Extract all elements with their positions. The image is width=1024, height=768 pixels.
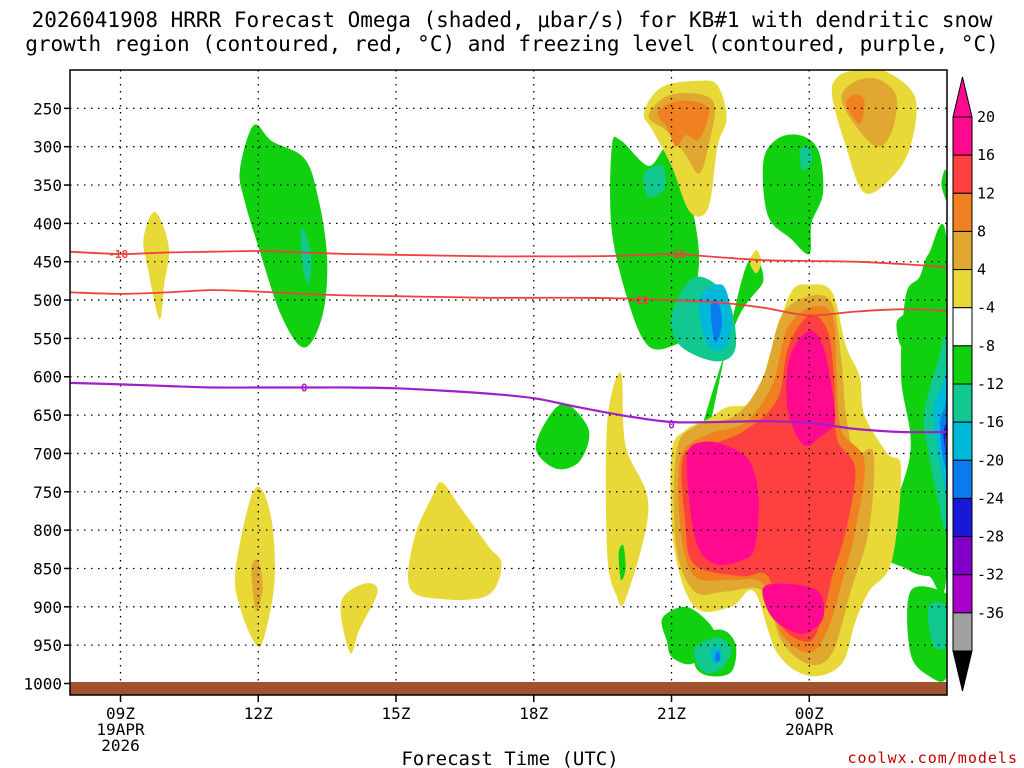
x-tick-label-9-1: 19APR: [96, 720, 145, 739]
omega-region-orange-5: [251, 559, 263, 611]
y-tick-label-900: 900: [33, 598, 62, 617]
colorbar-label-3: 8: [977, 222, 986, 240]
y-tick-label-500: 500: [33, 291, 62, 310]
contour-label2-freezing-level: 0: [668, 418, 675, 431]
colorbar-label-13: -36: [977, 604, 1004, 622]
y-axis: 250 300 350 400 450 500 550 600 650 700 750 800 850 9…: [23, 99, 70, 693]
omega-region-magenta-41: [786, 330, 836, 447]
omega-region-teal-12: [643, 165, 666, 198]
x-tick-label-9-0: 09Z: [106, 704, 135, 723]
credit-url[interactable]: coolwx.com/models: [847, 749, 1018, 767]
omega-region-teal-2: [300, 227, 312, 285]
colorbar-label-7: -12: [977, 375, 1004, 393]
plot-area: -18 -15 -12 0 0: [69, 69, 948, 696]
y-tick-label-750: 750: [33, 483, 62, 502]
y-tick-label-650: 650: [33, 406, 62, 425]
y-tick-label-600: 600: [33, 368, 62, 387]
y-tick-label-300: 300: [33, 138, 62, 157]
colorbar-label-9: -20: [977, 451, 1004, 469]
x-tick-label-18-0: 18Z: [519, 704, 548, 723]
omega-region-yellow-9: [605, 372, 649, 607]
omega-region-green-1: [239, 124, 328, 348]
colorbar-bin-5: [952, 307, 973, 347]
y-tick-label-800: 800: [33, 521, 62, 540]
colorbar-bin-2: [952, 192, 973, 232]
colorbar-label-4: 4: [977, 261, 986, 279]
omega-region-orange-24: [845, 94, 865, 124]
omega-region-green-11: [610, 136, 700, 350]
colorbar-bin-10: [952, 497, 973, 538]
colorbar-bin-13: [952, 612, 973, 652]
y-tick-label-250: 250: [33, 99, 62, 118]
contour-dendritic-lower: [70, 289, 947, 317]
y-tick-label-550: 550: [33, 329, 62, 348]
x-tick-label-21-0: 21Z: [657, 704, 686, 723]
temperature-contours: -18 -15 -12 0 0: [70, 248, 947, 434]
colorbar-bin-9: [952, 459, 973, 499]
omega-region-yellow-25: [749, 250, 761, 274]
ground-strip: [70, 682, 947, 695]
contour-label-dendritic-lower: -12: [629, 294, 649, 307]
colorbar-bin-6: [952, 345, 973, 385]
colorbar-label-0: 20: [977, 108, 995, 126]
colorbar: 20 16 12 8 4 -4 -8 -12 -16 -20 -24 -28 -32 -36: [952, 76, 1004, 692]
y-tick-label-950: 950: [33, 636, 62, 655]
plot-frame: [69, 69, 948, 696]
x-tick-label-15-0: 15Z: [382, 704, 411, 723]
omega-region-orange-19: [657, 100, 709, 147]
omega-region-green-34: [896, 315, 911, 347]
contour-label2-dendritic-upper: -15: [666, 248, 686, 261]
colorbar-bin-12: [952, 574, 973, 614]
y-tick-label-450: 450: [33, 253, 62, 272]
colorbar-label-8: -16: [977, 413, 1004, 431]
colorbar-bin-0: [952, 116, 973, 156]
colorbar-bin-11: [952, 536, 973, 576]
omega-region-yellow-7: [408, 482, 502, 600]
colorbar-label-1: 16: [977, 146, 995, 164]
y-tick-label-700: 700: [33, 444, 62, 463]
omega-region-green-35: [941, 169, 947, 201]
title-line-1: 2026041908 HRRR Forecast Omega (shaded, …: [32, 8, 993, 32]
omega-region-magenta-40: [686, 441, 759, 566]
x-tick-label-12-0: 12Z: [244, 704, 273, 723]
x-tick-label-24-1: 20APR: [785, 720, 834, 739]
colorbar-label-10: -24: [977, 489, 1004, 507]
colorbar-top-arrow: [952, 76, 973, 118]
colorbar-bin-7: [952, 383, 973, 423]
colorbar-bin-3: [952, 230, 973, 271]
colorbar-label-2: 12: [977, 184, 995, 202]
y-tick-label-850: 850: [33, 559, 62, 578]
y-tick-label-400: 400: [33, 214, 62, 233]
colorbar-bin-4: [952, 269, 973, 309]
colorbar-bin-1: [952, 154, 973, 194]
title-line-2: growth region (contoured, red, °C) and f…: [25, 32, 999, 56]
x-axis-label: Forecast Time (UTC): [401, 748, 618, 768]
omega-region-green-8: [535, 403, 590, 470]
omega-region-blue2-16: [710, 299, 723, 343]
omega-region-teal-33: [927, 602, 947, 650]
contour-label-dendritic-upper: -18: [108, 248, 128, 261]
colorbar-bin-8: [952, 421, 973, 461]
colorbar-label-5: -4: [977, 299, 995, 317]
y-tick-label-350: 350: [33, 176, 62, 195]
omega-region-blue2-47: [715, 651, 721, 663]
omega-shading: [143, 70, 947, 682]
x-tick-label-9-2: 2026: [101, 736, 140, 755]
colorbar-label-12: -32: [977, 566, 1004, 584]
colorbar-bottom-arrow: [952, 650, 973, 692]
contour-freezing-level: [70, 381, 947, 434]
omega-region-teal-21: [799, 145, 812, 171]
colorbar-label-6: -8: [977, 337, 995, 355]
x-tick-label-24-0: 00Z: [795, 704, 824, 723]
y-tick-label-1000: 1000: [23, 674, 62, 693]
omega-region-green-10: [618, 544, 626, 581]
contour-label-freezing-level: 0: [301, 381, 308, 394]
omega-region-yellow-6: [340, 583, 378, 654]
colorbar-label-11: -28: [977, 528, 1004, 546]
contour-dendritic-upper: [70, 250, 947, 268]
